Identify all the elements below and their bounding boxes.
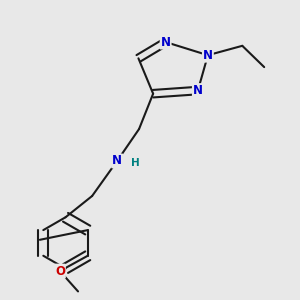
Text: H: H [131, 158, 140, 169]
Text: N: N [160, 36, 171, 49]
Text: N: N [203, 49, 213, 62]
Text: N: N [193, 84, 203, 97]
Text: O: O [55, 265, 65, 278]
Text: N: N [112, 154, 122, 167]
